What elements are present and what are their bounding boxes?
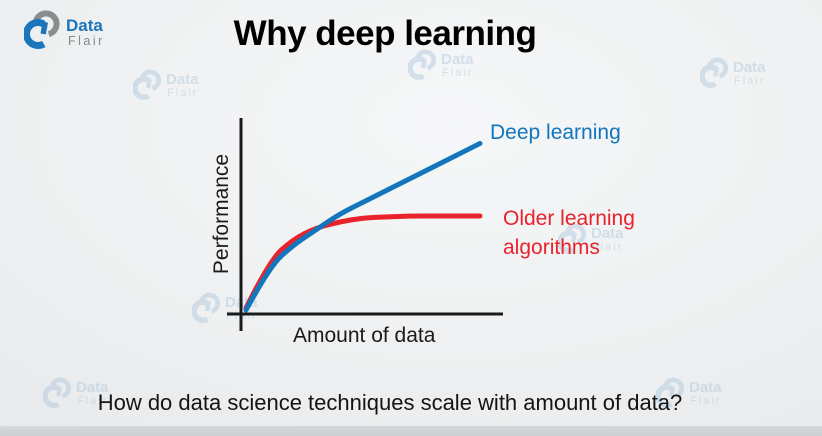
dataflair-watermark-icon (43, 377, 72, 408)
deep-learning-label: Deep learning (490, 118, 621, 147)
older-algorithms-label-line2: algorithms (503, 236, 600, 259)
x-axis-label: Amount of data (293, 324, 436, 347)
dataflair-logo-text: Data Flair (66, 13, 105, 48)
y-axis-label: Performance (210, 153, 233, 275)
dataflair-watermark-icon (408, 49, 437, 80)
logo-brand-top: Data (66, 15, 103, 35)
dataflair-logo-icon (24, 10, 60, 49)
dataflair-watermark-icon (558, 223, 587, 254)
dataflair-watermark-icon (133, 69, 162, 100)
older-algorithms-label-line1: Older learning (503, 207, 635, 230)
dataflair-watermark-icon (656, 377, 685, 408)
dataflair-watermark-icon (192, 292, 221, 323)
dataflair-logo: Data Flair (24, 9, 105, 51)
deep-learning-curve (243, 140, 483, 313)
caption-question: How do data science techniques scale wit… (97, 390, 683, 415)
older-algorithms-curve (243, 213, 483, 311)
logo-brand-bottom: Flair (68, 33, 105, 48)
deep-learning-label-text: Deep learning (490, 121, 621, 144)
bottom-edge-strip (0, 426, 822, 436)
dataflair-watermark-icon (700, 57, 729, 88)
older-algorithms-label: Older learning algorithms (503, 204, 635, 262)
page-title: Why deep learning (233, 14, 537, 53)
